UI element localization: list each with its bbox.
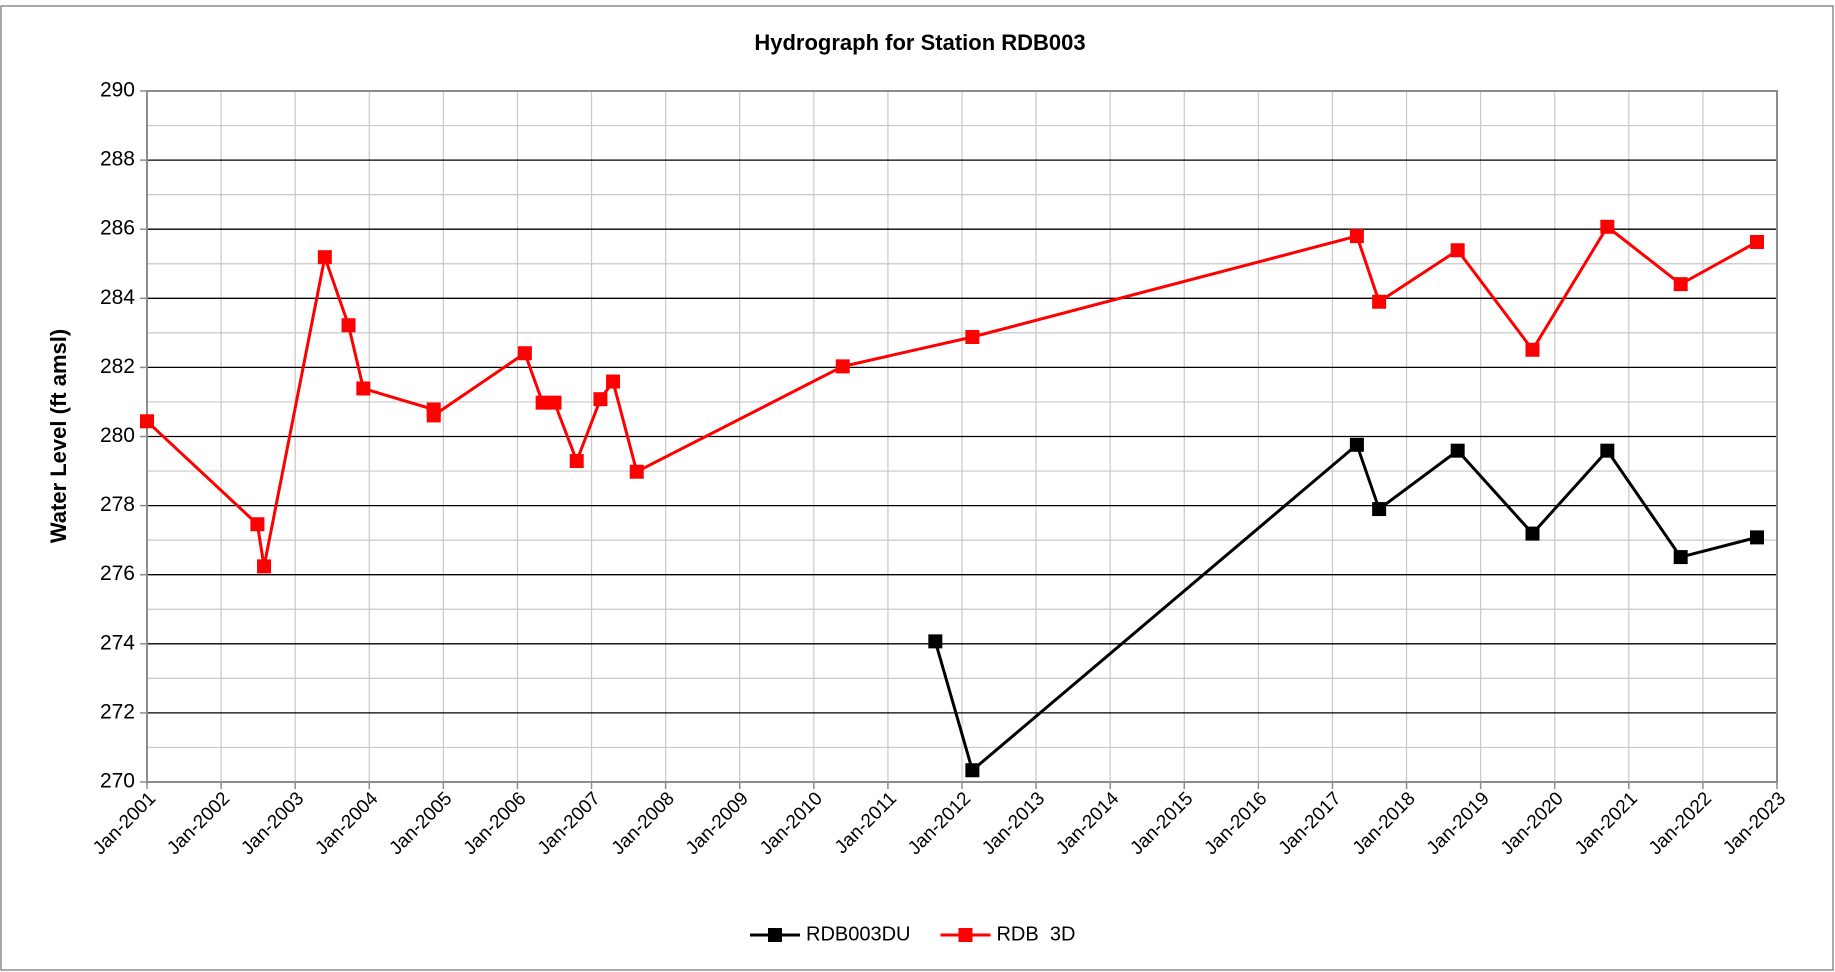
y-tick-label: 272: [100, 700, 135, 723]
plot-frame: [146, 90, 1778, 783]
chart-border: [0, 5, 1834, 971]
y-tick-label: 280: [100, 424, 135, 447]
marker: [1525, 526, 1540, 541]
legend-label: RDB003DU: [806, 923, 910, 945]
marker: [1450, 243, 1465, 258]
marker: [965, 763, 980, 778]
marker: [1349, 437, 1364, 452]
marker: [517, 346, 532, 361]
legend-marker: [958, 928, 973, 942]
legend-label: RDB 3D: [996, 923, 1075, 945]
marker: [1600, 219, 1615, 234]
marker: [835, 359, 850, 374]
marker: [965, 329, 980, 344]
y-tick-label: 284: [100, 286, 135, 309]
marker: [1525, 342, 1540, 357]
marker: [140, 414, 154, 429]
y-tick-label: 270: [100, 770, 135, 793]
y-tick-label: 276: [100, 562, 135, 585]
marker: [1749, 530, 1764, 545]
y-tick-label: 278: [100, 493, 135, 516]
y-tick-label: 288: [100, 148, 135, 171]
marker: [1349, 229, 1364, 244]
chart-title: Hydrograph for Station RDB003: [754, 30, 1085, 55]
series-line: [145, 224, 1758, 567]
marker: [547, 395, 562, 410]
marker: [1749, 234, 1764, 249]
marker: [426, 408, 441, 423]
marker: [341, 318, 356, 333]
marker: [317, 250, 332, 265]
marker: [257, 559, 272, 574]
marker: [569, 454, 584, 469]
marker: [1673, 277, 1688, 292]
marker: [1673, 550, 1688, 565]
legend-marker: [768, 928, 782, 942]
marker: [629, 464, 644, 479]
marker: [535, 395, 550, 410]
marker: [1600, 443, 1615, 458]
marker: [1372, 502, 1387, 517]
y-tick-label: 286: [100, 217, 135, 240]
y-tick-label: 282: [100, 355, 135, 378]
marker: [928, 634, 943, 649]
marker: [593, 392, 608, 407]
y-tick-label: 274: [100, 631, 135, 654]
marker: [606, 374, 621, 389]
y-tick-label: 290: [100, 79, 135, 102]
y-axis-label: Water Level (ft amsl): [46, 329, 71, 543]
marker: [1450, 443, 1465, 458]
marker: [250, 517, 265, 532]
marker: [356, 381, 371, 396]
marker: [1372, 294, 1387, 309]
